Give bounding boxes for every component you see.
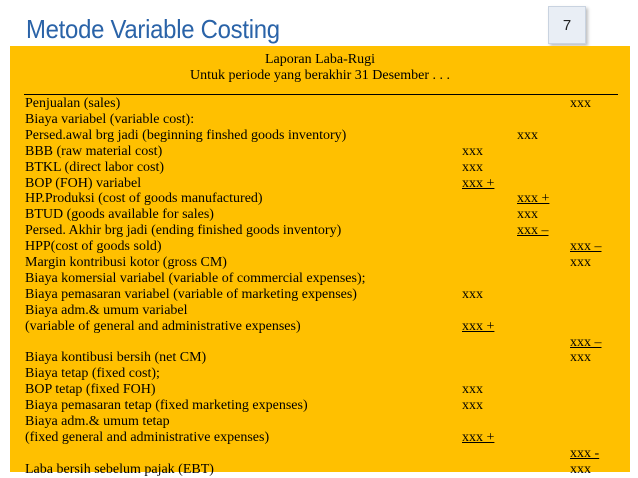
statement-row: Laba bersih sebelum pajak (EBT) xxx (10, 462, 630, 478)
row-amount-c1: xxx (462, 286, 483, 302)
row-label: HPP(cost of goods sold) (25, 239, 162, 255)
row-label: HP.Produksi (cost of goods manufactured) (25, 191, 263, 207)
row-label: Penjualan (sales) (25, 96, 121, 111)
slide-title: Metode Variable Costing (26, 14, 280, 44)
row-label: Biaya pemasaran tetap (fixed marketing e… (25, 398, 308, 414)
row-amount-c3: xxx - (570, 445, 600, 461)
row-label: Persed.awal brg jadi (beginning finshed … (25, 127, 347, 143)
row-label: Biaya adm.& umum tetap (25, 414, 170, 429)
row-label: BOP (FOH) variabel (25, 175, 142, 191)
statement-row: xxx - (10, 446, 630, 462)
row-label: Biaya kontibusi bersih (net CM) (25, 350, 207, 366)
statement-row: BOP tetap (fixed FOH) xxx (10, 382, 630, 398)
row-amount-c3: xxx (570, 350, 591, 366)
row-amount-c1: xxx + (462, 318, 495, 334)
row-amount-c1: xxx (462, 382, 483, 398)
row-label: Biaya komersial variabel (variable of co… (25, 270, 366, 286)
row-amount-c3: xxx (570, 255, 591, 270)
statement-row: Margin kontribusi kotor (gross CM) xxx (10, 255, 630, 271)
row-label: (fixed general and administrative expens… (25, 429, 270, 445)
report-period: Untuk periode yang berakhir 31 Desember … (189, 68, 451, 83)
row-amount-c3: xxx (570, 96, 591, 111)
page-number-badge: 7 (548, 6, 586, 44)
statement-row: Biaya pemasaran tetap (fixed marketing e… (10, 398, 630, 414)
row-amount-c1: xxx (462, 398, 483, 414)
statement-row: Biaya variabel (variable cost): (10, 112, 630, 128)
statement-row: BTKL (direct labor cost) xxx (10, 160, 630, 176)
statement-row: HPP(cost of goods sold) xxx – (10, 239, 630, 255)
statement-row: Persed.awal brg jadi (beginning finshed … (10, 128, 630, 144)
row-amount-c3: xxx – (570, 239, 602, 255)
row-label: Biaya pemasaran variabel (variable of ma… (25, 286, 357, 302)
row-label: Persed. Akhir brg jadi (ending finished … (25, 223, 342, 239)
statement-row: Biaya pemasaran variabel (variable of ma… (10, 287, 630, 303)
statement-row: BOP (FOH) variabel xxx + (10, 176, 630, 192)
statement-row: Biaya komersial variabel (variable of co… (10, 271, 630, 287)
row-label: Biaya variabel (variable cost): (25, 111, 195, 127)
row-amount-c2: xxx – (517, 223, 549, 239)
row-amount-c1: xxx + (462, 175, 495, 191)
statement-row: (fixed general and administrative expens… (10, 430, 630, 446)
statement-row: Persed. Akhir brg jadi (ending finished … (10, 223, 630, 239)
row-amount-c1: xxx + (462, 429, 495, 445)
statement-row: Biaya tetap (fixed cost); (10, 366, 630, 382)
row-amount-c1: xxx (462, 159, 483, 175)
row-amount-c3: xxx (570, 461, 591, 477)
row-amount-c3: xxx – (570, 334, 602, 350)
row-amount-c2: xxx (517, 127, 538, 143)
row-amount-c2: xxx + (517, 191, 550, 207)
row-label: (variable of general and administrative … (25, 318, 301, 334)
statement-row: Biaya adm.& umum variabel (10, 303, 630, 319)
row-label: Laba bersih sebelum pajak (EBT) (25, 461, 214, 477)
header-divider (24, 94, 618, 95)
statement-row: xxx – (10, 335, 630, 351)
statement-row: Biaya kontibusi bersih (net CM) xxx (10, 350, 630, 366)
statement-row: HP.Produksi (cost of goods manufactured)… (10, 191, 630, 207)
row-label: BTUD (goods available for sales) (25, 207, 214, 223)
row-label: BTKL (direct labor cost) (25, 159, 165, 175)
row-label: BBB (raw material cost) (25, 143, 163, 159)
income-statement-panel: Laporan Laba-Rugi Untuk periode yang ber… (10, 46, 630, 477)
row-label: Biaya tetap (fixed cost); (25, 366, 160, 382)
row-amount-c1: xxx (462, 143, 483, 159)
row-label: Biaya adm.& umum variabel (25, 302, 188, 318)
statement-row: Biaya adm.& umum tetap (10, 414, 630, 430)
statement-row: (variable of general and administrative … (10, 319, 630, 335)
row-label: Margin kontribusi kotor (gross CM) (25, 255, 227, 270)
statement-row: BBB (raw material cost) xxx (10, 144, 630, 160)
row-label: BOP tetap (fixed FOH) (25, 382, 156, 398)
row-amount-c2: xxx (517, 207, 538, 223)
report-title: Laporan Laba-Rugi (264, 52, 375, 67)
statement-row: Penjualan (sales) xxx (10, 96, 630, 112)
statement-row: BTUD (goods available for sales) xxx (10, 207, 630, 223)
